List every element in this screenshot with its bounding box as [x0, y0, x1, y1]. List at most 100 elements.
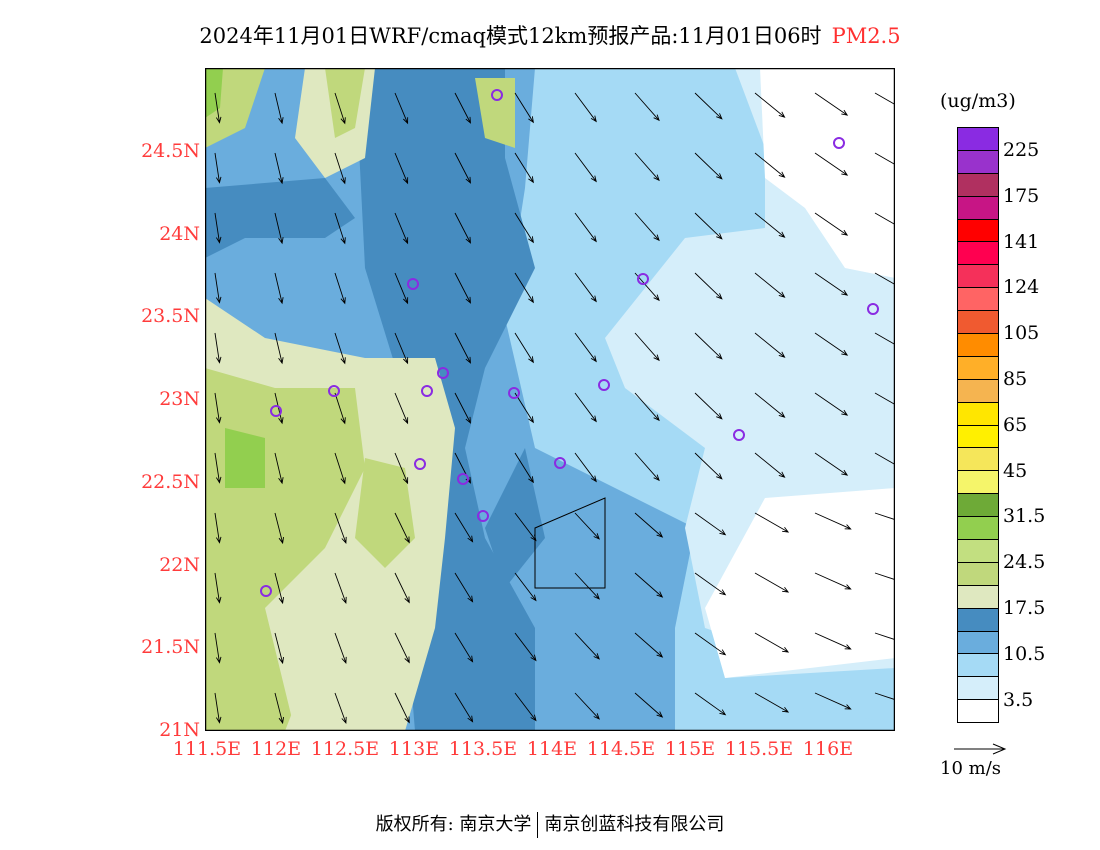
wind-reference-label: 10 m/s [940, 758, 1001, 779]
wind-arrow-icon [634, 332, 660, 362]
lat-label: 23N [159, 388, 200, 411]
wind-arrow-icon [214, 452, 222, 484]
colorbar-swatch [958, 471, 998, 495]
wind-arrow-icon [814, 272, 849, 296]
wind-arrow-icon [574, 152, 597, 183]
wind-arrow-icon [514, 692, 537, 722]
wind-arrow-icon [754, 392, 786, 418]
wind-arrow-icon [394, 692, 410, 724]
colorbar-swatch [958, 402, 998, 426]
colorbar-swatch [958, 196, 998, 220]
city-marker-icon [508, 387, 520, 399]
city-marker-icon [457, 473, 469, 485]
lon-label: 114E [526, 738, 578, 760]
wind-arrow-icon [874, 212, 895, 225]
colorbar-label: 31.5 [1003, 505, 1046, 528]
wind-arrow-icon [634, 692, 664, 718]
wind-arrow-icon [874, 332, 895, 345]
wind-arrow-icon [694, 332, 723, 360]
wind-arrow-icon [214, 272, 222, 304]
colorbar-label: 225 [1003, 138, 1040, 161]
wind-arrow-icon [274, 452, 284, 485]
colorbar-swatch [958, 334, 998, 357]
colorbar-swatch [958, 677, 998, 701]
title-species: PM2.5 [831, 24, 901, 48]
wind-arrow-icon [814, 512, 852, 530]
wind-arrow-icon [874, 392, 895, 405]
colorbar-label: 10.5 [1003, 642, 1046, 665]
wind-arrow-icon [514, 272, 534, 304]
lat-label: 24.5N [141, 140, 200, 162]
colorbar-swatch [958, 585, 998, 609]
wind-arrow-icon [454, 512, 474, 543]
wind-arrow-icon [514, 512, 537, 542]
wind-arrow-icon [214, 692, 222, 724]
wind-arrow-icon [574, 392, 597, 423]
wind-arrow-icon [274, 212, 284, 245]
wind-arrow-icon [214, 392, 222, 424]
wind-arrow-icon [814, 632, 852, 650]
city-marker-icon [437, 367, 449, 379]
wind-arrow-icon [394, 572, 410, 604]
wind-arrow-icon [874, 272, 895, 285]
wind-arrow-icon [754, 452, 786, 478]
wind-arrow-icon [454, 692, 474, 723]
wind-arrow-icon [334, 632, 347, 664]
wind-arrow-icon [694, 392, 723, 420]
wind-arrow-icon [574, 512, 600, 540]
colorbar-swatch [958, 173, 998, 197]
city-markers [260, 89, 879, 597]
wind-arrow-icon [814, 392, 849, 416]
footer-right: 南京创蓝科技有限公司 [544, 814, 725, 835]
wind-arrow-icon [874, 152, 895, 165]
wind-arrow-icon [514, 332, 534, 364]
wind-arrow-icon [334, 572, 347, 604]
colorbar-swatch [958, 631, 998, 655]
wind-arrow-icon [754, 632, 790, 653]
copyright-footer: 版权所有: 南京大学 南京创蓝科技有限公司 [0, 810, 1100, 838]
wind-arrow-icon [694, 452, 723, 480]
wind-arrow-icon [334, 152, 346, 185]
wind-arrow-icon [514, 572, 537, 602]
wind-arrow-icon [634, 152, 660, 182]
lon-label: 116E [802, 738, 854, 760]
wind-arrow-icon [634, 92, 660, 122]
colorbar-label: 45 [1003, 459, 1028, 482]
colorbar-label: 17.5 [1003, 596, 1046, 619]
colorbar-unit: (ug/m3) [940, 90, 1016, 112]
wind-arrow-icon [754, 212, 786, 238]
wind-arrow-icon [634, 632, 664, 658]
colorbar-label: 65 [1003, 413, 1028, 436]
colorbar-label: 141 [1003, 230, 1040, 253]
wind-arrow-icon [574, 272, 597, 303]
wind-arrow-icon [694, 212, 723, 240]
wind-arrow-icon [574, 332, 597, 363]
lon-label: 112E [250, 738, 302, 760]
colorbar-label: 105 [1003, 322, 1040, 345]
colorbar-swatch [958, 608, 998, 632]
colorbar-swatch [958, 265, 998, 289]
colorbar-label: 85 [1003, 367, 1028, 390]
city-marker-icon [833, 137, 845, 149]
colorbar-swatch [958, 242, 998, 266]
wind-arrow-icon [214, 332, 222, 364]
wind-arrow-icon [814, 212, 849, 236]
city-marker-icon [270, 405, 282, 417]
colorbar-label: 175 [1003, 184, 1040, 207]
city-marker-icon [867, 303, 879, 315]
wind-arrow-icon [214, 212, 222, 244]
wind-arrow-icon [274, 152, 284, 185]
wind-arrow-icon [694, 272, 723, 300]
wind-arrow-icon [634, 452, 660, 482]
lat-label: 23.5N [141, 305, 200, 328]
colorbar-label: 124 [1003, 276, 1040, 299]
city-marker-icon [637, 273, 649, 285]
wind-arrow-icon [574, 92, 597, 123]
wind-arrow-icon [634, 572, 664, 598]
colorbar-swatch [958, 700, 998, 723]
wind-arrow-icon [214, 152, 222, 184]
wind-arrow-icon [394, 152, 409, 185]
wind-arrow-icon [394, 332, 409, 365]
wind-arrow-icon [754, 152, 786, 178]
wind-arrow-icon [754, 92, 786, 118]
